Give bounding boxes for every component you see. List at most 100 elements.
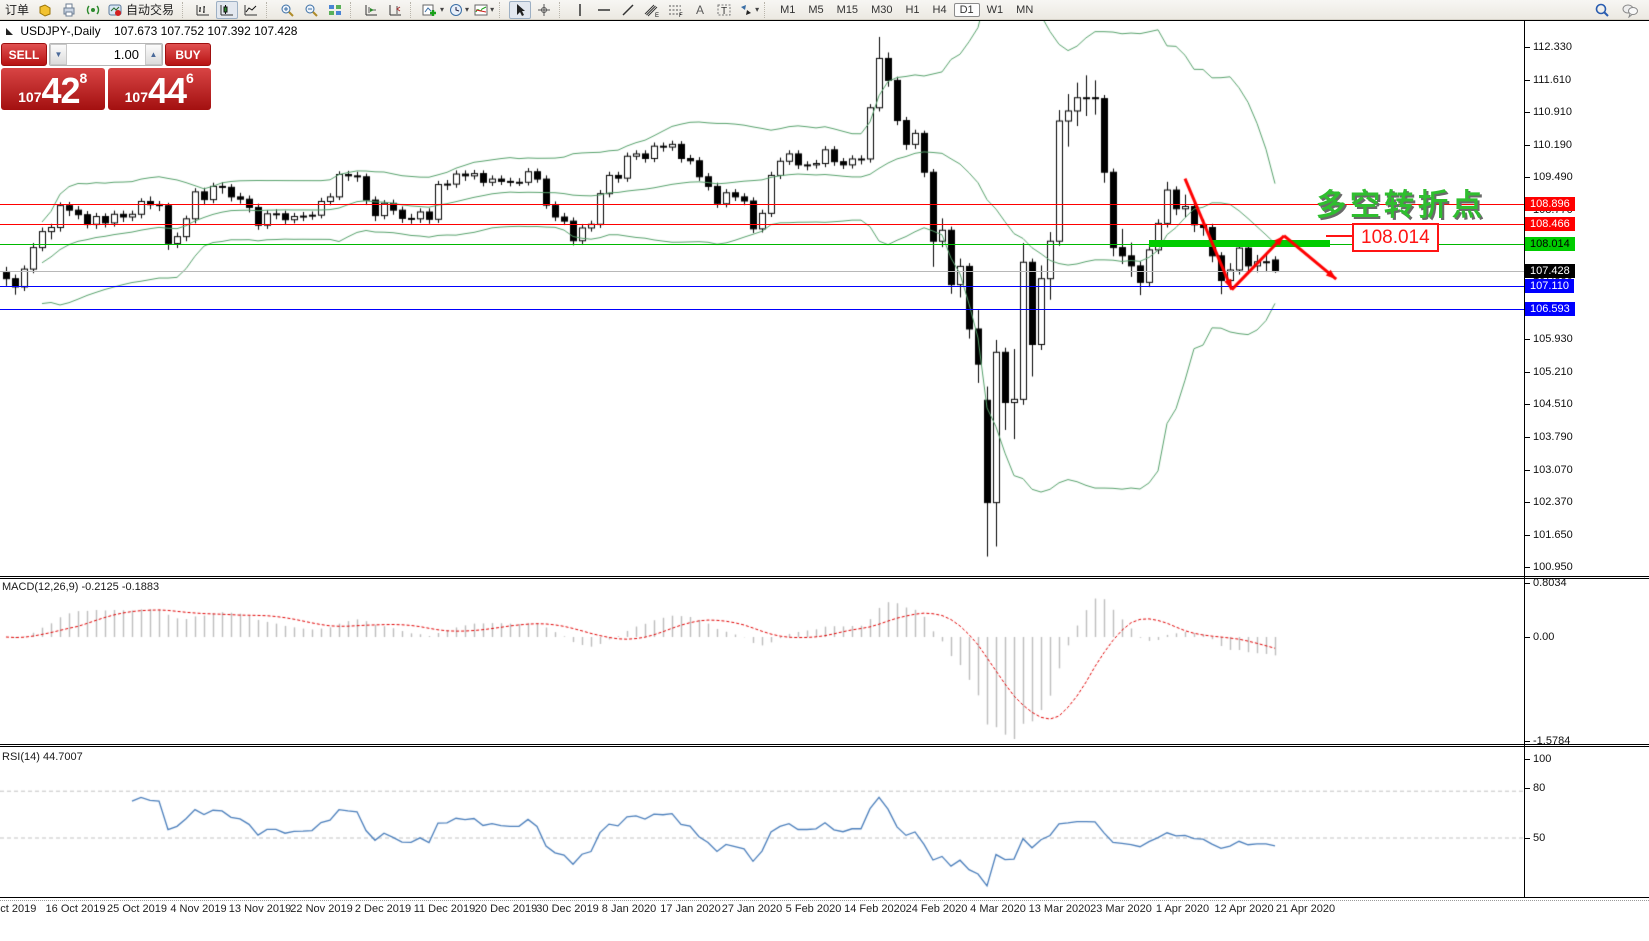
macd-axis-label: 0.8034 [1533, 577, 1567, 589]
separator [499, 1, 505, 18]
separator [559, 1, 565, 18]
price-tick-mark [1525, 535, 1530, 537]
price-tick-label: 103.070 [1533, 464, 1573, 477]
hline-107.11[interactable] [0, 286, 1524, 287]
svg-text:A: A [696, 3, 704, 17]
price-callout-connector [1326, 235, 1352, 237]
market-watch-icon[interactable] [34, 1, 56, 19]
sell-price-display[interactable]: 107 42 8 [1, 68, 105, 110]
separator [350, 1, 356, 18]
timeframe-D1[interactable]: D1 [953, 2, 980, 17]
hline-108.896[interactable] [0, 204, 1524, 205]
timeframe-M1[interactable]: M1 [780, 3, 796, 16]
svg-text:E: E [655, 13, 659, 18]
chinese-annotation-text[interactable]: 多空转折点 [1316, 189, 1486, 222]
price-tick-mark [1525, 47, 1530, 48]
price-tick-mark [1525, 404, 1530, 406]
rsi-tick-mark [1525, 838, 1530, 839]
sell-price-main: 42 [41, 70, 81, 111]
date-axis-label: 14 Feb 2020 [844, 903, 906, 915]
buy-price-display[interactable]: 107 44 6 [107, 68, 211, 111]
bar-chart-type-icon[interactable] [192, 1, 214, 19]
date-axis-label: 5 Feb 2020 [785, 903, 842, 915]
macd-tick-mark [1525, 741, 1530, 742]
auto-scroll-icon[interactable] [360, 1, 382, 19]
buy-price-main: 44 [148, 70, 187, 111]
support-zone-bar[interactable] [1149, 240, 1330, 248]
text-tool-icon[interactable]: A [689, 1, 711, 19]
print-icon[interactable] [58, 1, 80, 19]
chart-shift-icon[interactable] [384, 1, 406, 19]
date-axis-label: 13 Mar 2020 [1028, 903, 1091, 915]
price-callout-label[interactable]: 108.014 [1352, 223, 1439, 252]
macd-rsi-divider[interactable] [0, 744, 1649, 745]
price-tick-mark [1525, 567, 1530, 569]
timeframe-M15[interactable]: M15 [836, 3, 859, 16]
chart-top-border [0, 20, 1649, 21]
volume-increase-button[interactable]: ▲ [145, 44, 162, 65]
timeframe-MN[interactable]: MN [1016, 3, 1034, 16]
zoom-in-icon[interactable] [276, 1, 298, 19]
date-axis-label: 30 Dec 2019 [536, 903, 599, 915]
text-label-tool-icon[interactable]: T [713, 1, 735, 19]
line-chart-type-icon[interactable] [240, 1, 262, 19]
zoom-out-icon[interactable] [300, 1, 322, 19]
separator [182, 1, 188, 18]
hline-108.466[interactable] [0, 224, 1524, 225]
main-chart-canvas[interactable] [0, 20, 1524, 577]
volume-input[interactable]: 1.00 [113, 47, 139, 62]
price-tick-mark [1525, 372, 1530, 374]
date-axis-label: 1 Apr 2020 [1155, 903, 1210, 915]
price-tick-label: 110.190 [1533, 138, 1572, 151]
vertical-line-tool-icon[interactable] [569, 1, 591, 19]
main-macd-divider[interactable] [0, 576, 1649, 577]
broadcast-icon[interactable] [82, 1, 104, 19]
macd-rsi-divider2 [0, 746, 1649, 747]
autotrading-button[interactable]: 自动交易 [106, 1, 178, 19]
separator [764, 1, 770, 18]
search-icon[interactable] [1591, 1, 1613, 19]
volume-decrease-button[interactable]: ▼ [50, 44, 67, 65]
price-tick-mark [1525, 502, 1530, 504]
rsi-tick-mark [1525, 759, 1530, 760]
channel-tool-icon[interactable]: E [641, 1, 663, 19]
hline-107.428[interactable] [0, 271, 1524, 272]
buy-button[interactable]: BUY [165, 43, 211, 66]
candlestick-chart-type-icon[interactable] [216, 0, 239, 19]
timeframe-M30[interactable]: M30 [871, 3, 893, 16]
arrows-tool-icon[interactable]: ▾ [737, 1, 760, 19]
timeframe-W1[interactable]: W1 [986, 3, 1004, 16]
chart-symbol-period: USDJPY-,Daily [20, 24, 101, 38]
separator [266, 1, 272, 18]
new-order-button[interactable]: 订单 [5, 3, 30, 17]
macd-panel-canvas[interactable] [0, 578, 1524, 744]
crosshair-icon[interactable] [533, 1, 555, 19]
period-clock-icon[interactable]: ▾ [447, 1, 470, 19]
rsi-axis-label: 80 [1533, 782, 1546, 794]
new-chart-icon[interactable]: ▾ [420, 1, 445, 19]
sell-price-prefix: 107 [18, 89, 42, 105]
timeframe-H1[interactable]: H1 [905, 3, 920, 16]
rsi-tick-mark [1525, 788, 1530, 789]
autotrading-label: 自动交易 [126, 3, 175, 17]
timeframe-H4[interactable]: H4 [932, 3, 947, 16]
horizontal-line-tool-icon[interactable] [593, 1, 615, 19]
price-tick-label: 111.610 [1533, 73, 1572, 86]
price-tag-108.466: 108.466 [1525, 216, 1575, 231]
date-axis-label: 12 Apr 2020 [1214, 903, 1274, 915]
price-tag-108.896: 108.896 [1525, 196, 1575, 211]
trendline-tool-icon[interactable] [617, 1, 639, 19]
date-axis-label: 27 Jan 2020 [721, 903, 783, 915]
hline-106.593[interactable] [0, 309, 1524, 310]
rsi-panel-canvas[interactable] [0, 748, 1524, 897]
date-axis-label: 4 Mar 2020 [970, 903, 1026, 915]
sell-button[interactable]: SELL [1, 43, 47, 66]
indicators-icon[interactable]: ▾ [472, 1, 495, 19]
timeframe-M5[interactable]: M5 [808, 3, 824, 16]
fibonacci-tool-icon[interactable]: F [665, 1, 687, 19]
cursor-icon[interactable] [509, 0, 532, 19]
tile-windows-icon[interactable] [324, 1, 346, 19]
chat-icon[interactable] [1619, 1, 1641, 19]
date-axis-label: 2 Dec 2019 [354, 903, 412, 915]
chart-marker-icon[interactable] [6, 28, 13, 35]
